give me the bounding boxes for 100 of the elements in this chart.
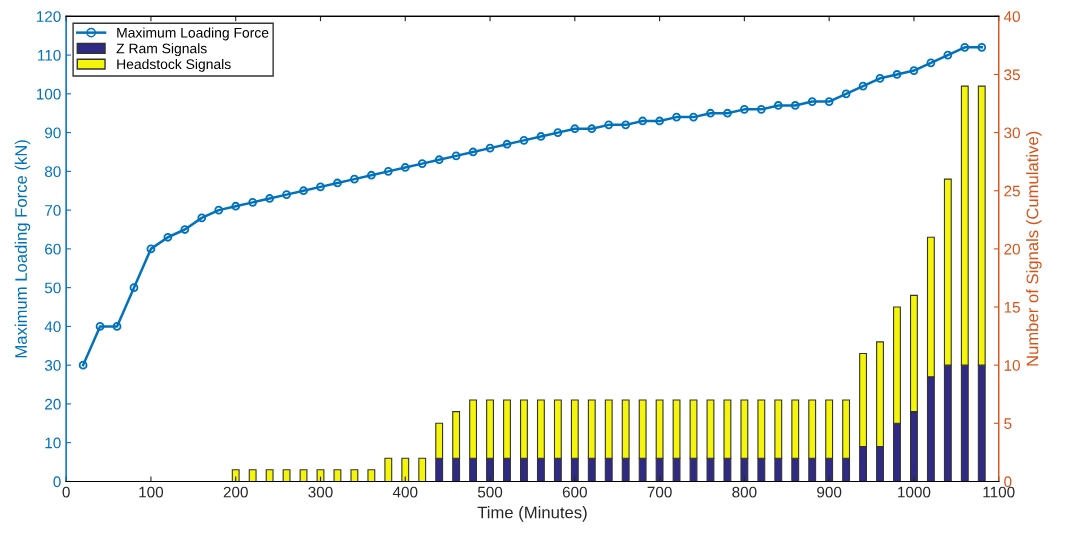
bar [265,469,274,482]
point [502,139,512,149]
point [841,89,851,99]
point [756,104,766,114]
y2-tick-label: 0 [1004,476,1012,488]
point [977,42,987,52]
bar [333,469,342,482]
point [282,190,291,199]
bar [367,469,376,482]
x-tick-label: 800 [732,486,757,498]
y-tick-label: 120 [36,11,61,23]
y2-tick-label: 10 [1004,360,1020,371]
x-tick-label: 900 [817,486,842,498]
y2-tick-label: 30 [1004,127,1020,139]
point [807,97,817,106]
point [858,81,868,91]
point [366,170,376,180]
x-tick-label: 400 [392,486,418,498]
point [299,186,308,196]
point [400,163,410,172]
point [875,73,885,83]
point [773,101,783,110]
y2-tick-label: 25 [1004,185,1020,197]
legend-label: Maximum Loading Force [117,27,269,41]
point [892,70,902,79]
y2-axis-title: Number of Signals (Cumulative) [1026,131,1042,366]
point [740,104,749,114]
y2-tick-label: 20 [1004,243,1020,255]
y2-tick-label: 15 [1004,302,1020,313]
point [417,159,427,168]
point [197,213,207,223]
point [78,360,88,370]
point [265,194,274,203]
point [655,116,664,126]
bar [316,469,325,482]
point [960,42,970,52]
bar [299,469,308,482]
point [231,201,241,211]
y-tick-label: 60 [45,243,61,255]
x-tick-label: 700 [647,486,672,498]
point [146,244,156,254]
point [451,151,461,161]
point [570,124,580,134]
x-axis-title: Time (Minutes) [477,506,587,522]
point [163,232,173,242]
y-tick-label: 80 [44,166,61,178]
y-tick-label: 40 [44,321,61,333]
point [553,128,563,137]
y-tick-label: 90 [45,127,61,139]
x-tick-label: 1100 [983,486,1015,498]
point [214,205,224,215]
bar [350,469,359,482]
legend-label: Headstock Signals [117,58,231,72]
point [485,143,495,153]
x-tick-label: 600 [562,486,587,498]
point [672,112,681,122]
point [790,101,800,110]
point [316,182,325,192]
point [95,322,105,331]
y-axis-title: Maximum Loading Force (kN) [14,140,31,358]
point [350,174,359,184]
x-tick-label: 300 [308,486,333,498]
x-tick-label: 500 [477,486,503,498]
y-tick-label: 110 [38,49,61,61]
point [824,97,834,106]
point [638,116,648,126]
bar [282,469,291,482]
point [943,50,953,60]
bar [384,457,393,482]
y-tick-label: 100 [36,88,61,100]
x-tick-label: 200 [223,486,248,498]
y-tick-label: 70 [45,204,61,216]
x-tick-label: 100 [139,486,164,498]
point [604,120,614,130]
x-tick-label: 0 [62,486,70,498]
bar [231,469,240,482]
y-tick-label: 20 [45,398,61,410]
bar [418,457,427,482]
point [926,58,936,68]
point [468,147,478,157]
point [723,108,732,118]
legend-label: Z Ram Signals [116,43,207,57]
point [689,112,698,122]
x-tick-label: 1000 [898,486,931,498]
point [180,225,190,234]
point [909,66,919,75]
y-tick-label: 0 [53,476,61,488]
bar [248,469,257,482]
point [621,120,631,130]
point [129,283,139,293]
point [383,166,393,176]
y-tick-label: 50 [44,282,61,294]
y2-tick-label: 35 [1004,69,1020,81]
y-tick-label: 10 [45,437,61,449]
point [519,135,529,145]
point [248,197,258,207]
y2-tick-label: 5 [1004,418,1012,429]
point [434,155,444,165]
point [706,108,715,118]
y-tick-label: 30 [44,360,61,371]
